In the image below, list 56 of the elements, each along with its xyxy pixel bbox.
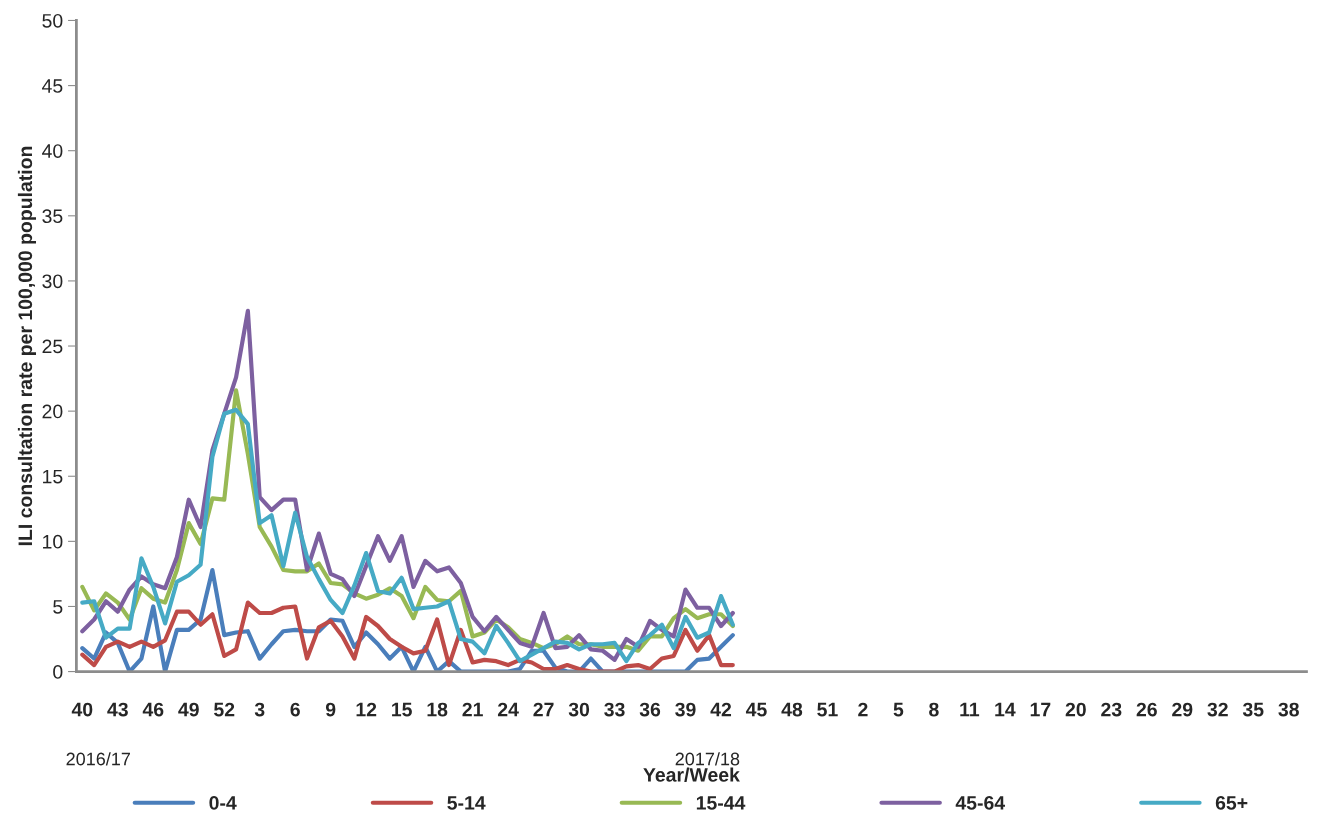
x-tick-label: 17 [1030, 702, 1051, 717]
x-tick-label: 36 [639, 702, 661, 717]
x-tick-label: 42 [710, 702, 732, 717]
y-tick-label: 40 [42, 144, 63, 158]
y-tick-label: 25 [42, 339, 63, 354]
x-tick-label: 49 [178, 702, 199, 717]
x-tick-label: 35 [1242, 702, 1264, 717]
y-tick-label: 30 [42, 274, 63, 289]
x-tick-label: 45 [745, 702, 767, 717]
y-axis-title: ILI consultation rate per 100,000 population [17, 146, 37, 546]
x-tick-label: 48 [781, 702, 803, 717]
legend-label: 0-4 [209, 795, 237, 810]
x-tick-label: 33 [604, 702, 625, 717]
x-tick-label: 52 [214, 702, 235, 717]
x-tick-label: 38 [1278, 702, 1299, 717]
x-tick-label: 21 [462, 702, 483, 717]
x-tick-label: 30 [568, 702, 590, 717]
x-tick-label: 8 [929, 702, 939, 717]
x-tick-label: 2 [858, 702, 868, 717]
x-tick-label: 11 [960, 702, 980, 717]
y-tick-label: 35 [42, 209, 63, 224]
line-series [80, 600, 735, 672]
x-tick-label: 46 [142, 702, 164, 717]
x-tick-label: 5 [893, 702, 904, 717]
x-axis-title: Year/Week [643, 767, 740, 782]
legend-label: 5-14 [447, 796, 486, 810]
text: 2016/17 [66, 752, 130, 766]
legend-label: 65+ [1215, 795, 1248, 810]
y-tick-label: 10 [43, 534, 63, 549]
x-tick-label: 32 [1207, 702, 1228, 717]
x-tick-label: 12 [356, 702, 377, 717]
x-tick-label: 26 [1136, 702, 1157, 717]
x-tick-label: 40 [71, 702, 93, 717]
y-tick-label: 5 [53, 600, 63, 614]
x-tick-label: 18 [427, 702, 448, 717]
x-tick-label: 3 [254, 702, 265, 717]
y-tick-label: 50 [42, 13, 63, 28]
y-tick-label: 45 [42, 79, 63, 93]
x-tick-label: 27 [533, 702, 554, 717]
x-tick-label: 20 [1065, 702, 1086, 717]
x-tick-label: 14 [995, 702, 1016, 717]
x-tick-label: 24 [497, 702, 519, 717]
y-tick-label: 15 [43, 469, 63, 484]
x-tick-label: 29 [1172, 702, 1193, 717]
x-tick-label: 9 [325, 702, 336, 717]
x-tick-label: 43 [107, 702, 128, 717]
x-tick-label: 6 [290, 702, 300, 717]
x-tick-label: 15 [392, 702, 412, 717]
legend-label: 45-64 [955, 795, 1006, 810]
y-tick-label: 0 [53, 665, 63, 679]
y-tick-label: 20 [42, 404, 63, 419]
x-tick-label: 23 [1101, 702, 1122, 717]
x-tick-label: 51 [817, 702, 838, 717]
text: 2017/18 [675, 752, 740, 766]
legend-label: 15-44 [696, 796, 746, 810]
x-tick-label: 39 [675, 702, 696, 717]
